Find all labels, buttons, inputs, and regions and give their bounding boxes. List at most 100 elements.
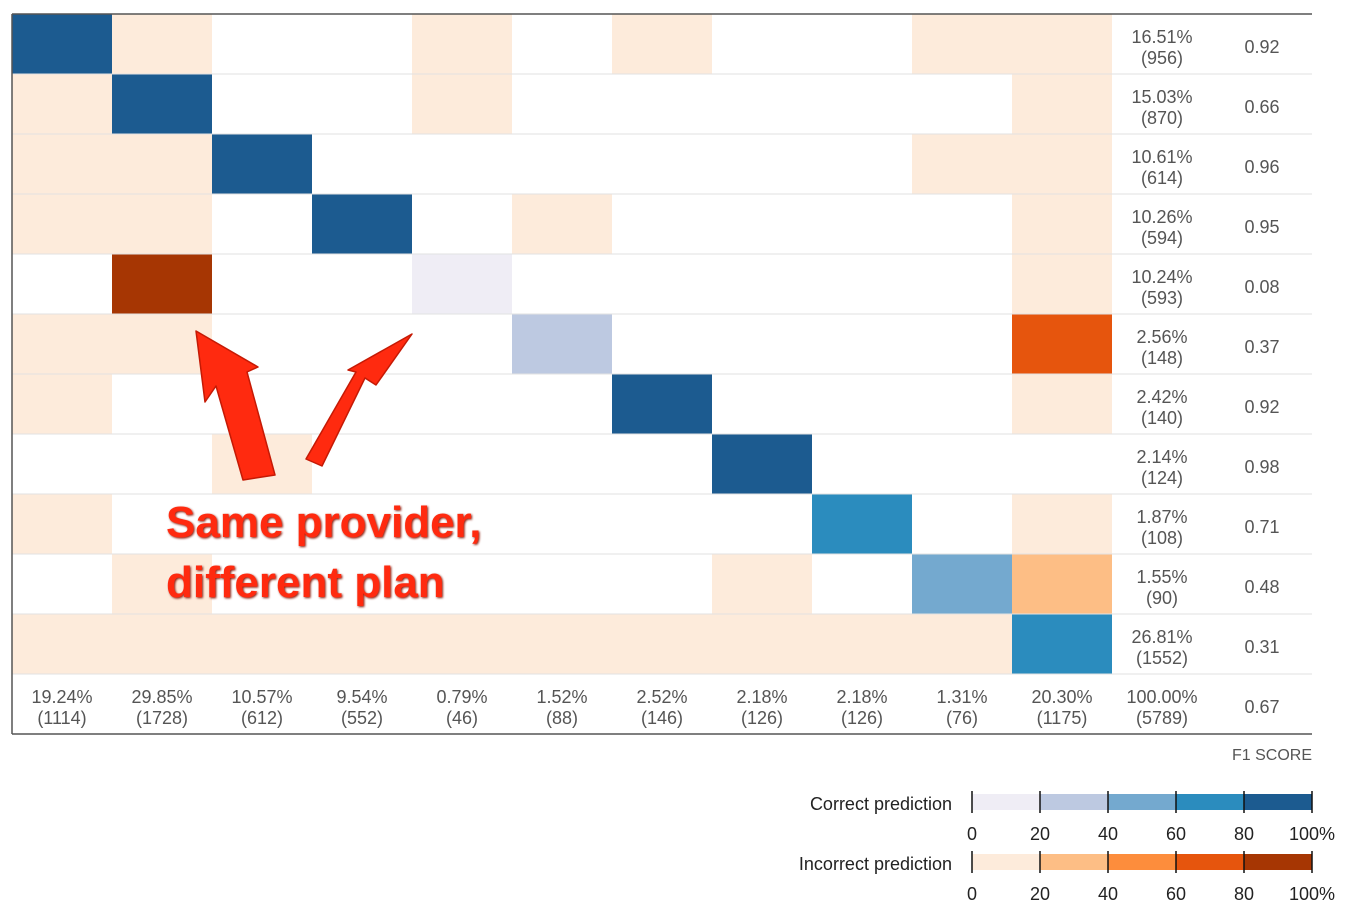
row-total-count: (870): [1141, 108, 1183, 128]
cell-incorrect-1-10: [1012, 74, 1112, 134]
cell-incorrect-0-6: [612, 14, 712, 74]
column-total-count: (1175): [1037, 708, 1088, 728]
row-f1-score: 0.66: [1244, 97, 1279, 117]
cell-incorrect-10-5: [512, 614, 612, 674]
cell-incorrect-5-0: [12, 314, 112, 374]
cell-incorrect-9-1: [112, 554, 212, 614]
cell-incorrect-10-6: [612, 614, 712, 674]
row-f1-score: 0.08: [1244, 277, 1279, 297]
cell-incorrect-10-4: [412, 614, 512, 674]
row-f1-score: 0.96: [1244, 157, 1279, 177]
matrix-cells: [12, 14, 1112, 674]
row-total-count: (614): [1141, 168, 1183, 188]
cell-incorrect-3-0: [12, 194, 112, 254]
legend-incorrect-tick-label: 40: [1098, 884, 1118, 904]
cell-incorrect-0-9: [912, 14, 1012, 74]
cell-incorrect-10-3: [312, 614, 412, 674]
column-total-count: (126): [841, 708, 883, 728]
row-total-pct: 1.87%: [1136, 507, 1187, 527]
row-total-count: (108): [1141, 528, 1183, 548]
cell-incorrect-3-5: [512, 194, 612, 254]
cell-correct-3: [312, 194, 412, 254]
row-f1-score: 0.92: [1244, 37, 1279, 57]
row-total-pct: 2.42%: [1136, 387, 1187, 407]
cell-incorrect-10-2: [212, 614, 312, 674]
legend-correct-swatch: [1108, 794, 1176, 810]
column-total-pct: 1.52%: [536, 687, 587, 707]
row-total-pct: 16.51%: [1131, 27, 1192, 47]
cell-correct-8: [812, 494, 912, 554]
legend-correct-label: Correct prediction: [810, 794, 952, 814]
cell-incorrect-2-9: [912, 134, 1012, 194]
legend: Correct prediction 0 20 40 60 80 100% Incorrect…: [799, 791, 1335, 904]
legend-incorrect-tick-label: 100%: [1289, 884, 1335, 904]
cell-correct-4: [412, 254, 512, 314]
row-f1-score: 0.48: [1244, 577, 1279, 597]
legend-correct-tick-label: 20: [1030, 824, 1050, 844]
cell-correct-6: [612, 374, 712, 434]
row-total-pct: 10.61%: [1131, 147, 1192, 167]
arrow-right-icon: [305, 333, 413, 467]
column-total-pct: 2.18%: [836, 687, 887, 707]
cell-incorrect-6-0: [12, 374, 112, 434]
annotation-text: Same provider, different plan: [166, 493, 481, 613]
row-total-pct: 15.03%: [1131, 87, 1192, 107]
legend-incorrect-swatch: [1108, 854, 1176, 870]
cell-incorrect-5-1: [112, 314, 212, 374]
overall-f1-score: 0.67: [1244, 697, 1279, 717]
column-total-pct: 2.52%: [636, 687, 687, 707]
legend-incorrect-swatch: [1244, 854, 1312, 870]
legend-incorrect-tick-label: 80: [1234, 884, 1254, 904]
legend-correct-swatch: [1040, 794, 1108, 810]
row-total-count: (956): [1141, 48, 1183, 68]
column-total-count: (88): [546, 708, 578, 728]
column-total-pct: 10.57%: [231, 687, 292, 707]
legend-correct-tick-label: 0: [967, 824, 977, 844]
column-total-count: (1114): [37, 708, 86, 728]
column-total-count: (46): [446, 708, 478, 728]
cell-incorrect-2-0: [12, 134, 112, 194]
f1-score-label: F1 SCORE: [1232, 747, 1312, 764]
column-total-pct: 0.79%: [436, 687, 487, 707]
row-total-count: (593): [1141, 288, 1183, 308]
legend-correct-swatch: [1176, 794, 1244, 810]
cell-incorrect-0-4: [412, 14, 512, 74]
legend-correct-tick-label: 40: [1098, 824, 1118, 844]
cell-incorrect-9-7: [712, 554, 812, 614]
cell-correct-7: [712, 434, 812, 494]
cell-correct-1: [112, 74, 212, 134]
row-total-count: (124): [1141, 468, 1183, 488]
cell-correct-2: [212, 134, 312, 194]
column-total-pct: 20.30%: [1031, 687, 1092, 707]
legend-incorrect-swatch: [1176, 854, 1244, 870]
legend-incorrect-swatch: [972, 854, 1040, 870]
legend-incorrect-label: Incorrect prediction: [799, 854, 952, 874]
row-f1-score: 0.37: [1244, 337, 1279, 357]
legend-correct-swatch: [972, 794, 1040, 810]
row-f1-score: 0.92: [1244, 397, 1279, 417]
annotation-arrows: [195, 330, 413, 481]
legend-correct-swatch: [1244, 794, 1312, 810]
cell-incorrect-10-0: [12, 614, 112, 674]
cell-incorrect-10-7: [712, 614, 812, 674]
grand-total-pct: 100.00%: [1126, 687, 1197, 707]
cell-incorrect-10-9: [912, 614, 1012, 674]
row-f1-score: 0.31: [1244, 637, 1279, 657]
legend-incorrect-swatch: [1040, 854, 1108, 870]
row-total-pct: 2.14%: [1136, 447, 1187, 467]
row-total-count: (594): [1141, 228, 1183, 248]
matrix-labels: 16.51%(956) 0.92 15.03%(870) 0.66 10.61%(614…: [31, 27, 1312, 764]
cell-incorrect-2-1: [112, 134, 212, 194]
arrow-left-icon: [195, 330, 276, 481]
cell-correct-10: [1012, 614, 1112, 674]
row-f1-score: 0.98: [1244, 457, 1279, 477]
cell-correct-5: [512, 314, 612, 374]
row-total-pct: 1.55%: [1136, 567, 1187, 587]
matrix-gridlines: [11, 13, 1312, 735]
cell-incorrect-5-10: [1012, 314, 1112, 374]
column-total-count: (1728): [136, 708, 188, 728]
cell-correct-0: [12, 14, 112, 74]
cell-incorrect-9-10: [1012, 554, 1112, 614]
column-total-pct: 1.31%: [936, 687, 987, 707]
column-total-pct: 29.85%: [131, 687, 192, 707]
